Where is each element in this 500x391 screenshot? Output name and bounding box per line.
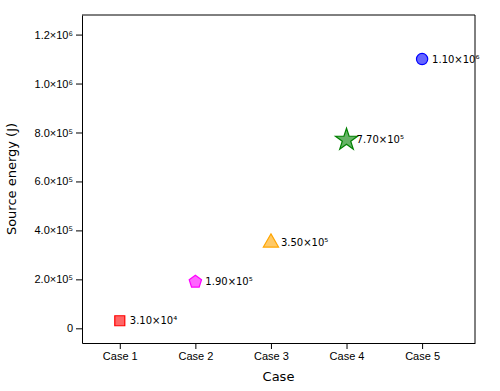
tick-mark [347,343,348,349]
tick: Case 3 [254,343,289,362]
tick: Case 5 [405,343,440,362]
tick-label: 1.0×10⁶ [35,78,73,90]
plot: Case 1 Case 2 Case 3 Case 4 Case 5 0 2.0×10⁵ 4.… [34,15,479,362]
x-axis-line [83,343,476,344]
tick-label: 0 [67,322,73,334]
y-axis-line [82,16,83,344]
tick-label: Case 1 [103,350,138,362]
tick-label: Case 2 [178,350,213,362]
tick: 4.0×10⁵ [34,224,82,236]
tick-label: 4.0×10⁵ [34,224,73,236]
point [416,53,427,64]
data-label: 3.50×10⁵ [281,237,328,248]
tick-label: Case 5 [405,350,440,362]
tick-mark [76,328,82,329]
tick-mark [76,132,82,133]
tick: Case 1 [103,343,138,362]
data-labels: 3.10×10⁴ 1.90×10⁵ 3.50×10⁵ 7.70×10⁵ 1.10×10⁶ [130,54,480,327]
chart: Case 1 Case 2 Case 3 Case 4 Case 5 0 2.0×10⁵ 4.… [0,0,500,391]
tick: 1.2×10⁶ [35,29,82,41]
tick-mark [76,279,82,280]
point [336,128,358,149]
tick-mark [76,230,82,231]
point [115,316,125,326]
tick: 8.0×10⁵ [34,127,82,139]
data-label: 7.70×10⁵ [357,134,404,145]
tick-mark [76,181,82,182]
point [189,275,201,287]
tick-mark [195,343,196,349]
tick: Case 2 [178,343,213,362]
tick: Case 4 [330,343,365,362]
tick-mark [120,343,121,349]
tick-label: 1.2×10⁶ [35,29,73,41]
tick: 0 [67,322,82,334]
points [115,53,428,325]
x-axis: Case 1 Case 2 Case 3 Case 4 Case 5 [83,343,476,362]
tick-label: 8.0×10⁵ [34,127,73,139]
data-label: 1.90×10⁵ [205,276,252,287]
tick-mark [422,343,423,349]
data-label: 3.10×10⁴ [130,315,177,326]
tick-mark [271,343,272,349]
frame [82,15,475,16]
tick-label: 6.0×10⁵ [34,175,73,187]
data-label: 1.10×10⁶ [432,54,479,65]
tick: 6.0×10⁵ [34,175,82,187]
y-axis: 0 2.0×10⁵ 4.0×10⁵ 6.0×10⁵ 8.0×10⁵ 1.0×10⁶ 1.2×… [34,16,82,344]
x-axis-title: Case [263,369,295,384]
tick-label: Case 4 [330,350,365,362]
tick-label: Case 3 [254,350,289,362]
y-axis-title: Source energy (J) [4,123,19,235]
tick: 1.0×10⁶ [35,78,82,90]
tick-mark [76,84,82,85]
tick: 2.0×10⁵ [34,273,82,285]
tick-label: 2.0×10⁵ [34,273,73,285]
point [263,234,278,247]
tick-mark [76,35,82,36]
